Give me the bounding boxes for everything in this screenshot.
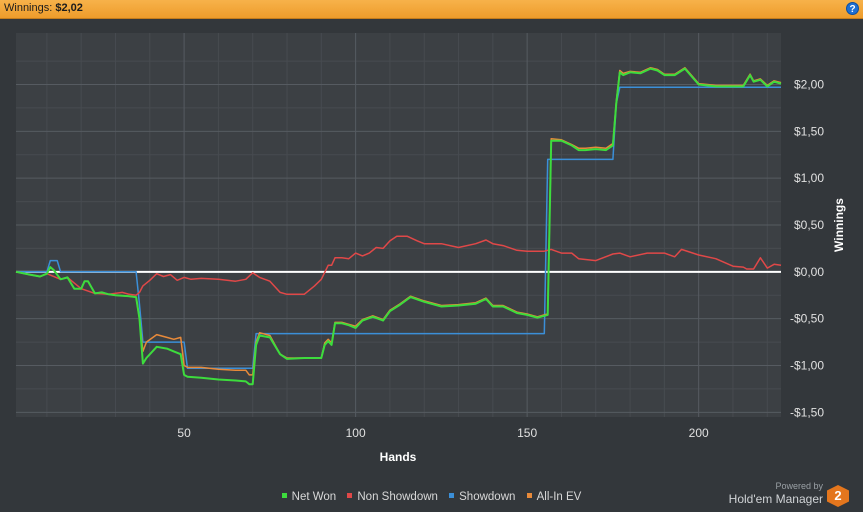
winnings-chart: 50 100 150 200 $2,00 $1,50 $1,00 $0,50 $0,00 -$0… bbox=[15, 33, 846, 464]
grid bbox=[16, 33, 781, 417]
legend-label-all-in-ev: All-In EV bbox=[536, 491, 582, 503]
y-axis-ticks: $2,00 $1,50 $1,00 $0,50 $0,00 -$0,50 -$1,00 -$1… bbox=[790, 78, 824, 420]
net-won-line bbox=[15, 67, 782, 386]
y-tick-label: $2,00 bbox=[794, 78, 824, 92]
legend-item-non-showdown[interactable]: Non Showdown bbox=[347, 491, 438, 503]
legend-swatch-non-showdown bbox=[347, 493, 353, 499]
y-axis-label: Winnings bbox=[832, 198, 846, 252]
y-tick-label: $1,00 bbox=[794, 171, 824, 185]
winnings-summary: Winnings: $2,02 bbox=[4, 2, 83, 14]
hm2-logo: 2 bbox=[827, 485, 849, 507]
legend-item-all-in-ev[interactable]: All-In EV bbox=[526, 491, 582, 503]
series-lines bbox=[15, 66, 782, 386]
legend: Net Won Non Showdown Showdown All-In EV bbox=[0, 491, 863, 503]
y-tick-label: -$1,00 bbox=[790, 358, 824, 372]
y-tick-label: $0,50 bbox=[794, 218, 824, 232]
x-tick-label: 50 bbox=[177, 426, 191, 440]
x-tick-label: 100 bbox=[346, 426, 366, 440]
x-tick-label: 150 bbox=[517, 426, 537, 440]
brand-name: Hold'em Manager bbox=[728, 492, 823, 506]
showdown-line bbox=[16, 86, 781, 370]
help-icon[interactable]: ? bbox=[846, 2, 859, 15]
powered-by-text: Powered by bbox=[775, 481, 823, 491]
winnings-value: $2,02 bbox=[55, 2, 83, 14]
x-axis-label: Hands bbox=[380, 450, 417, 464]
legend-label-non-showdown: Non Showdown bbox=[357, 491, 438, 503]
legend-item-showdown[interactable]: Showdown bbox=[449, 491, 515, 503]
y-tick-label: $0,00 bbox=[794, 265, 824, 279]
x-axis-ticks: 50 100 150 200 bbox=[177, 426, 709, 440]
legend-swatch-showdown bbox=[449, 493, 455, 499]
legend-swatch-net-won bbox=[281, 493, 287, 499]
title-bar: Winnings: $2,02 ? bbox=[0, 0, 863, 19]
winnings-label: Winnings: bbox=[4, 2, 53, 14]
legend-label-net-won: Net Won bbox=[291, 491, 337, 503]
legend-label-showdown: Showdown bbox=[459, 491, 516, 503]
legend-swatch-all-in-ev bbox=[526, 493, 532, 499]
y-tick-label: -$1,50 bbox=[790, 405, 824, 419]
legend-item-net-won[interactable]: Net Won bbox=[281, 491, 337, 503]
non-showdown-line bbox=[15, 235, 782, 296]
y-tick-label: -$0,50 bbox=[790, 312, 824, 326]
y-tick-label: $1,50 bbox=[794, 124, 824, 138]
x-tick-label: 200 bbox=[689, 426, 709, 440]
